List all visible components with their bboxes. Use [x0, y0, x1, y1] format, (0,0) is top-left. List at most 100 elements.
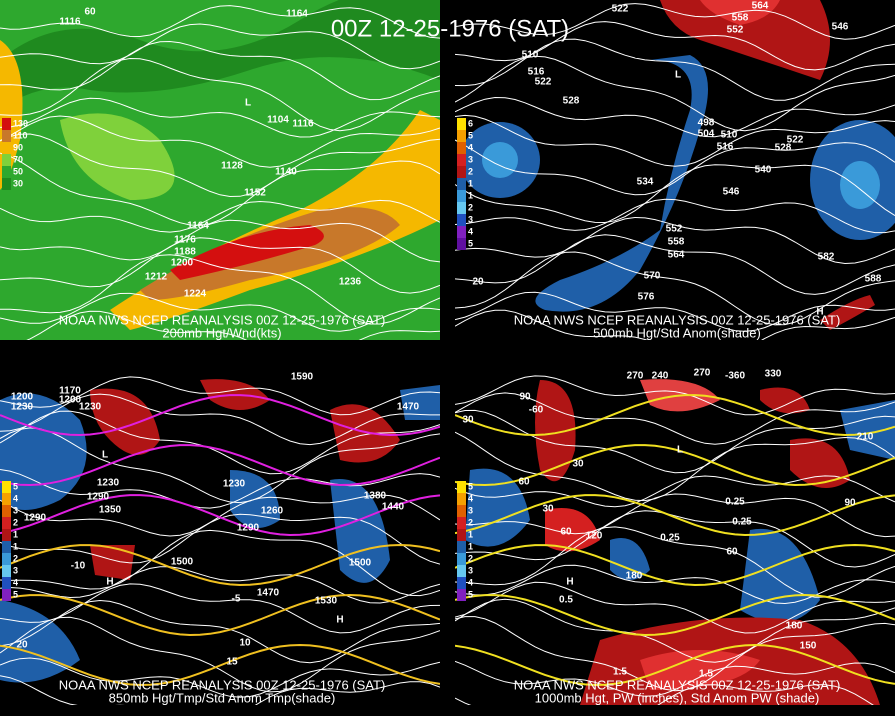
legend-label: 5: [468, 238, 473, 248]
contour-label: 1170: [59, 386, 81, 397]
contour-line: [455, 114, 895, 167]
contour-line: [0, 115, 440, 168]
contour-label: 510: [522, 50, 539, 61]
legend-label: 2: [13, 553, 18, 563]
legend-swatch: [2, 178, 11, 190]
contour-label: 60: [726, 547, 738, 558]
contour-label: 180: [786, 621, 803, 632]
contour-label: 10: [239, 638, 251, 649]
contour-label: 30: [572, 459, 584, 470]
legend-swatch: [457, 517, 466, 529]
contour-line: [455, 392, 895, 445]
contour-label: H: [566, 577, 573, 588]
contour-line: [0, 427, 440, 504]
contour-label: 0.25: [732, 517, 752, 528]
legend-label: 1: [468, 178, 473, 188]
contour-label: H: [106, 577, 113, 588]
secondary-contour: [0, 643, 440, 687]
contour-line: [455, 375, 895, 416]
legend-swatch: [2, 505, 11, 517]
legend-swatch: [457, 118, 466, 130]
contour-label: 1470: [257, 588, 280, 599]
contour-line: [0, 583, 440, 634]
contour-line: [455, 660, 895, 697]
contour-label: 1500: [349, 558, 372, 569]
contour-line: [455, 564, 895, 605]
legend-label: 30: [13, 178, 23, 188]
contour-line: [455, 309, 895, 340]
contour-line: [455, 55, 895, 132]
contour-label: 1176: [174, 235, 196, 246]
contour-line: [0, 254, 440, 325]
contour-line: [0, 57, 440, 132]
contour-label: 210: [857, 432, 874, 443]
contour-line: [26, 310, 440, 340]
contour-line: [0, 133, 440, 198]
anomaly-negative: [0, 600, 80, 683]
legend-label: 5: [468, 589, 473, 599]
contour-label: L: [677, 445, 683, 456]
legend-swatch: [457, 154, 466, 166]
contour-label: 270: [694, 368, 711, 379]
secondary-contour: [0, 593, 440, 637]
anomaly-positive: [820, 295, 875, 330]
legend-label: 3: [468, 154, 473, 164]
contour-label: 0.25: [660, 533, 680, 544]
contour-label: 522: [787, 135, 804, 146]
contour-line: [0, 152, 440, 226]
contours: [455, 3, 895, 340]
secondary-contour: [455, 643, 895, 687]
legend-swatch: [457, 238, 466, 250]
contour-label: 270: [627, 371, 644, 382]
legend-swatch: [2, 154, 11, 166]
contour-line: [455, 581, 895, 634]
legend-swatch: [2, 130, 11, 142]
legend-swatch: [2, 529, 11, 541]
contour-label: 90: [519, 392, 531, 403]
legend-label: 3: [13, 565, 18, 575]
panel-500mb: [455, 0, 895, 340]
contour-line: [0, 599, 440, 664]
contour-label: L: [245, 98, 251, 109]
contour-line: [0, 97, 440, 138]
contour-line: [455, 510, 895, 568]
contour-label: 1230: [223, 479, 246, 490]
panel-caption: NOAA NWS NCEP REANALYSIS 00Z 12-25-1976 …: [59, 312, 386, 327]
legend-label: 1: [468, 541, 473, 551]
contour-label: 528: [775, 143, 792, 154]
map-title: 00Z 12-25-1976 (SAT): [331, 15, 569, 42]
legend-label: 3: [468, 505, 473, 515]
contour-label: 60: [560, 527, 572, 538]
contour-label: 552: [666, 224, 683, 235]
panel-caption: NOAA NWS NCEP REANALYSIS 00Z 12-25-1976 …: [514, 677, 841, 692]
legend-label: 4: [13, 577, 18, 587]
legend-swatch: [2, 493, 11, 505]
contour-label: 540: [755, 165, 772, 176]
legend-swatch: [457, 202, 466, 214]
contour-line: [0, 219, 440, 263]
contour-label: 1140: [275, 167, 297, 178]
legend-label: 5: [468, 481, 473, 491]
contour-label: 1500: [171, 557, 194, 568]
legend-label: 1: [468, 529, 473, 539]
contour-label: 1230: [97, 478, 120, 489]
contours: [0, 5, 440, 340]
contour-label: 1470: [397, 402, 420, 413]
anomaly-negative: [482, 142, 518, 178]
contour-label: 498: [698, 118, 715, 129]
legend-label: 3: [468, 565, 473, 575]
wind-core: [170, 225, 324, 280]
contour-line: [455, 493, 895, 538]
contour-label: 510: [721, 130, 738, 141]
contour-label: 564: [668, 250, 685, 261]
contour-label: -360: [725, 371, 745, 382]
contour-label: -5: [232, 594, 241, 605]
contour-label: 330: [765, 369, 782, 380]
contour-label: 90: [844, 498, 856, 509]
contour-label: 1152: [244, 188, 266, 199]
legend-swatch: [2, 142, 11, 154]
contour-line: [0, 675, 440, 705]
contour-label: 570: [644, 271, 661, 282]
anomaly-negative: [840, 161, 880, 209]
